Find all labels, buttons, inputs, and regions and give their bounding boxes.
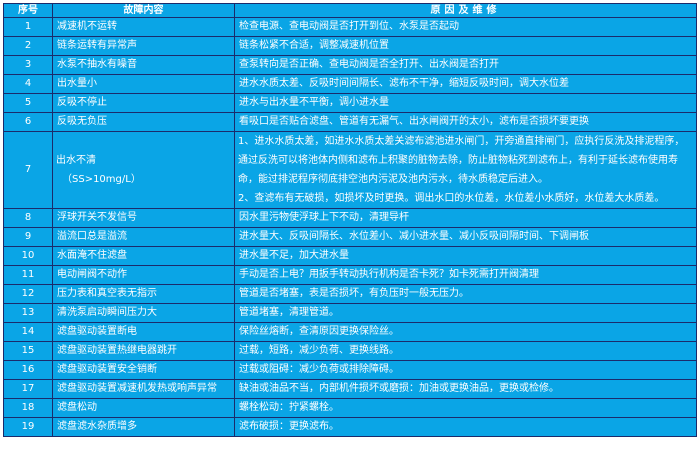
row-number: 1 [3, 17, 53, 37]
fault-cell: 滤盘驱动装置减速机发热或响声异常 [52, 379, 235, 399]
fault-cell: 出水量小 [52, 74, 235, 94]
fault-cell: 电动闸阀不动作 [52, 265, 235, 285]
fault-cell: 出水不清 （SS>10mg/L） [52, 131, 235, 209]
reason-cell: 链条松紧不合适，调整减速机位置 [234, 36, 697, 56]
fault-cell: 清洗泵启动瞬间压力大 [52, 303, 235, 323]
table-row: 16 滤盘驱动装置安全销断 过载或阻碍：减少负荷或排除障碍。 [3, 360, 697, 380]
reason-cell: 滤布破损：更换滤布。 [234, 417, 697, 437]
row-number: 15 [3, 341, 53, 361]
table-row: 2 链条运转有异常声 链条松紧不合适，调整减速机位置 [3, 36, 697, 56]
table-row: 6 反吸无负压 看吸口是否贴合滤盘、管道有无漏气、出水闸阀开的太小，滤布是否损坏要更… [3, 112, 697, 132]
fault-text: 出水不清 [56, 155, 96, 166]
header-fault: 故障内容 [52, 3, 235, 18]
fault-table: 序号 故障内容 原因及维修 1 减速机不运转 检查电源、查电动阀是否打开到位、水泵是… [3, 3, 697, 437]
row-number: 9 [3, 227, 53, 247]
header-row: 序号 故障内容 原因及维修 [3, 3, 697, 18]
reason-cell: 1、进水水质太差，如进水水质太差关滤布滤池进水闸门，开旁通直排闸门，应执行反洗及… [234, 131, 697, 209]
row-number: 16 [3, 360, 53, 380]
reason-cell: 进水量不足，加大进水量 [234, 246, 697, 266]
row-number: 3 [3, 55, 53, 75]
reason-cell: 查泵转向是否正确、查电动阀是否全打开、出水阀是否打开 [234, 55, 697, 75]
reason-cell: 过载或阻碍：减少负荷或排除障碍。 [234, 360, 697, 380]
row-number: 12 [3, 284, 53, 304]
table-row: 13 清洗泵启动瞬间压力大 管道堵塞，清理管道。 [3, 303, 697, 323]
table-row: 18 滤盘松动 螺栓松动：拧紧螺栓。 [3, 398, 697, 418]
table-row: 5 反吸不停止 进水与出水量不平衡，调小进水量 [3, 93, 697, 113]
reason-cell: 因水里污物使浮球上下不动，清理导杆 [234, 208, 697, 228]
row-number: 17 [3, 379, 53, 399]
row-number: 19 [3, 417, 53, 437]
fault-cell: 溢流口总是溢流 [52, 227, 235, 247]
table-row: 8 浮球开关不发信号 因水里污物使浮球上下不动，清理导杆 [3, 208, 697, 228]
header-reason: 原因及维修 [234, 3, 697, 18]
fault-cell: 滤盘驱动装置断电 [52, 322, 235, 342]
reason-cell: 保险丝熔断，查清原因更换保险丝。 [234, 322, 697, 342]
table-row: 9 溢流口总是溢流 进水量大、反吸间隔长、水位差小、减小进水量、减小反吸间隔时间、下… [3, 227, 697, 247]
table-body: 1 减速机不运转 检查电源、查电动阀是否打开到位、水泵是否起动 2 链条运转有异常声 链条… [3, 17, 697, 437]
reason-cell: 检查电源、查电动阀是否打开到位、水泵是否起动 [234, 17, 697, 37]
fault-cell: 减速机不运转 [52, 17, 235, 37]
table-row: 1 减速机不运转 检查电源、查电动阀是否打开到位、水泵是否起动 [3, 17, 697, 37]
row-number: 18 [3, 398, 53, 418]
reason-cell: 进水与出水量不平衡，调小进水量 [234, 93, 697, 113]
fault-cell: 压力表和真空表无指示 [52, 284, 235, 304]
fault-cell: 反吸不停止 [52, 93, 235, 113]
table-row: 11 电动闸阀不动作 手动是否上电？用扳手转动执行机构是否卡死？如卡死需打开阀清理 [3, 265, 697, 285]
reason-cell: 螺栓松动：拧紧螺栓。 [234, 398, 697, 418]
table-row: 10 水面淹不住滤盘 进水量不足，加大进水量 [3, 246, 697, 266]
reason-cell: 过载，短路，减少负荷、更换线路。 [234, 341, 697, 361]
reason-cell: 缺油或油品不当，内部机件损坏或磨损：加油或更换油品，更换或检修。 [234, 379, 697, 399]
fault-subtext: （SS>10mg/L） [62, 174, 141, 185]
table-row: 15 滤盘驱动装置热继电器跳开 过载，短路，减少负荷、更换线路。 [3, 341, 697, 361]
row-number: 10 [3, 246, 53, 266]
row-number: 2 [3, 36, 53, 56]
table-row: 4 出水量小 进水水质太差、反吸时间间隔长、滤布不干净，缩短反吸时间，调大水位差 [3, 74, 697, 94]
row-number: 8 [3, 208, 53, 228]
table-row: 7 出水不清 （SS>10mg/L） 1、进水水质太差，如进水水质太差关滤布滤池进水闸… [3, 131, 697, 209]
fault-cell: 反吸无负压 [52, 112, 235, 132]
reason-cell: 看吸口是否贴合滤盘、管道有无漏气、出水闸阀开的太小，滤布是否损坏要更换 [234, 112, 697, 132]
row-number: 4 [3, 74, 53, 94]
table-row: 3 水泵不抽水有噪音 查泵转向是否正确、查电动阀是否全打开、出水阀是否打开 [3, 55, 697, 75]
table-row: 12 压力表和真空表无指示 管道是否堵塞，表是否损坏，有负压时一般无压力。 [3, 284, 697, 304]
fault-cell: 滤盘驱动装置安全销断 [52, 360, 235, 380]
row-number: 5 [3, 93, 53, 113]
row-number: 13 [3, 303, 53, 323]
reason-cell: 进水水质太差、反吸时间间隔长、滤布不干净，缩短反吸时间，调大水位差 [234, 74, 697, 94]
table-row: 14 滤盘驱动装置断电 保险丝熔断，查清原因更换保险丝。 [3, 322, 697, 342]
reason-cell: 手动是否上电？用扳手转动执行机构是否卡死？如卡死需打开阀清理 [234, 265, 697, 285]
fault-cell: 滤盘松动 [52, 398, 235, 418]
row-number: 14 [3, 322, 53, 342]
header-no: 序号 [3, 3, 53, 18]
reason-line: 2、查滤布有无破损，如损坏及时更换。调出水口的水位差，水位差小水质好，水位差大水… [238, 193, 665, 204]
reason-cell: 管道堵塞，清理管道。 [234, 303, 697, 323]
table-row: 17 滤盘驱动装置减速机发热或响声异常 缺油或油品不当，内部机件损坏或磨损：加油或更… [3, 379, 697, 399]
reason-cell: 进水量大、反吸间隔长、水位差小、减小进水量、减小反吸间隔时间、下调闸板 [234, 227, 697, 247]
row-number: 11 [3, 265, 53, 285]
fault-cell: 链条运转有异常声 [52, 36, 235, 56]
reason-cell: 管道是否堵塞，表是否损坏，有负压时一般无压力。 [234, 284, 697, 304]
fault-cell: 滤盘滤水杂质增多 [52, 417, 235, 437]
reason-line: 1、进水水质太差，如进水水质太差关滤布滤池进水闸门，开旁通直排闸门，应执行反洗及… [238, 136, 685, 185]
fault-cell: 浮球开关不发信号 [52, 208, 235, 228]
row-number: 7 [3, 131, 53, 209]
table-row: 19 滤盘滤水杂质增多 滤布破损：更换滤布。 [3, 417, 697, 437]
row-number: 6 [3, 112, 53, 132]
fault-cell: 水泵不抽水有噪音 [52, 55, 235, 75]
fault-cell: 滤盘驱动装置热继电器跳开 [52, 341, 235, 361]
fault-cell: 水面淹不住滤盘 [52, 246, 235, 266]
